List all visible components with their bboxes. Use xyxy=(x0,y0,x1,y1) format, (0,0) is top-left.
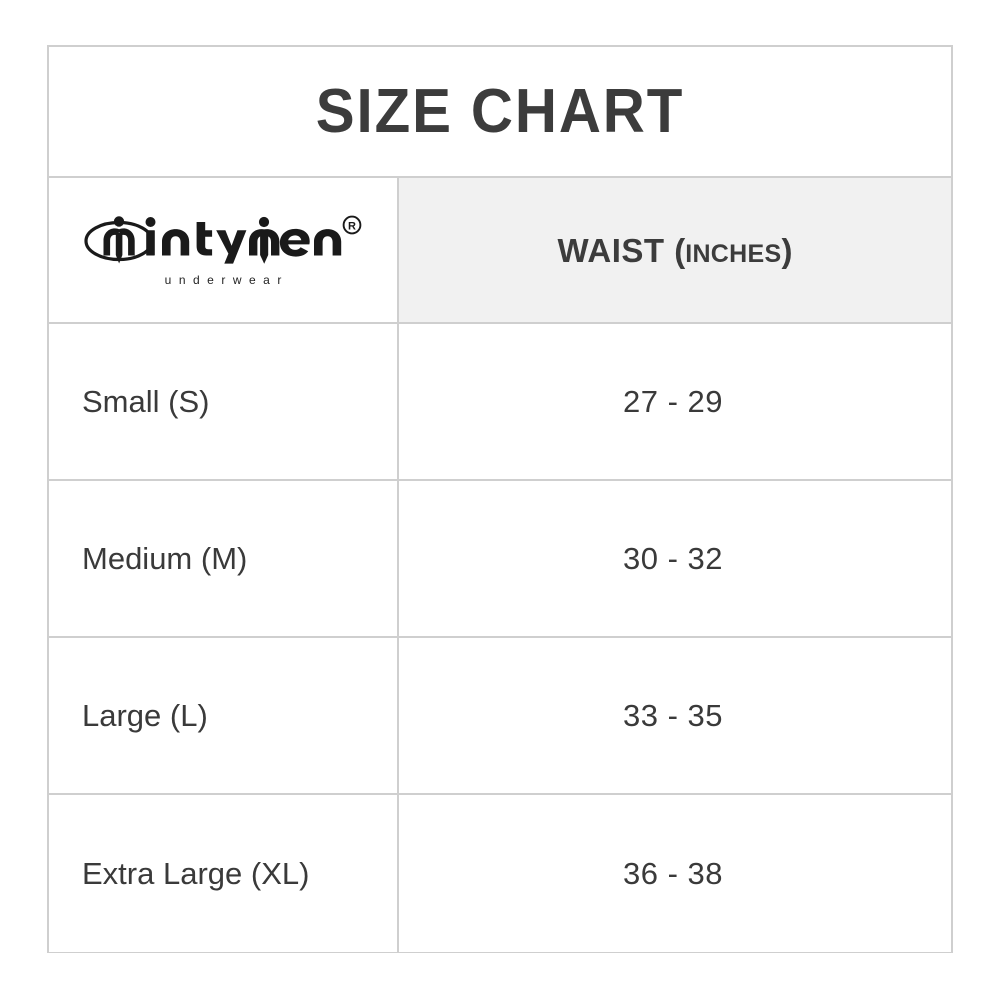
waist-header-paren-close: ) xyxy=(781,231,793,269)
brand-logo: R underwear xyxy=(84,211,362,286)
intymen-logomark-icon: R xyxy=(84,215,362,264)
table-header-row: R underwear WAIST (INCHES) xyxy=(49,178,951,324)
svg-text:R: R xyxy=(348,220,356,232)
size-label: Medium (M) xyxy=(82,541,248,576)
table-title-row: SIZE CHART xyxy=(49,47,951,178)
waist-cell: 27 - 29 xyxy=(399,324,951,479)
waist-value: 36 - 38 xyxy=(622,856,723,891)
size-label: Large (L) xyxy=(82,698,208,733)
table-row: Extra Large (XL) 36 - 38 xyxy=(49,795,951,952)
table-row: Large (L) 33 - 35 xyxy=(49,638,951,795)
size-cell: Medium (M) xyxy=(49,481,399,636)
waist-cell: 30 - 32 xyxy=(399,481,951,636)
waist-header-cell: WAIST (INCHES) xyxy=(399,178,951,322)
waist-cell: 33 - 35 xyxy=(399,638,951,793)
brand-logo-mark-line: R xyxy=(84,211,362,267)
size-cell: Extra Large (XL) xyxy=(49,795,399,952)
table-row: Medium (M) 30 - 32 xyxy=(49,481,951,638)
waist-value: 33 - 35 xyxy=(622,698,723,733)
size-chart-table: SIZE CHART xyxy=(47,45,953,953)
waist-value: 30 - 32 xyxy=(622,541,723,576)
table-row: Small (S) 27 - 29 xyxy=(49,324,951,481)
brand-tagline: underwear xyxy=(164,272,289,287)
brand-logo-cell: R underwear xyxy=(49,178,399,322)
waist-column-header: WAIST (INCHES) xyxy=(558,234,793,267)
waist-header-unit: INCHES xyxy=(685,239,782,268)
size-cell: Large (L) xyxy=(49,638,399,793)
waist-value: 27 - 29 xyxy=(622,384,723,419)
page-title: SIZE CHART xyxy=(315,76,685,146)
waist-header-paren-open: ( xyxy=(674,231,686,269)
size-label: Extra Large (XL) xyxy=(82,856,310,891)
size-cell: Small (S) xyxy=(49,324,399,479)
waist-header-main: WAIST xyxy=(557,231,665,269)
waist-cell: 36 - 38 xyxy=(399,795,951,952)
size-label: Small (S) xyxy=(82,384,210,419)
